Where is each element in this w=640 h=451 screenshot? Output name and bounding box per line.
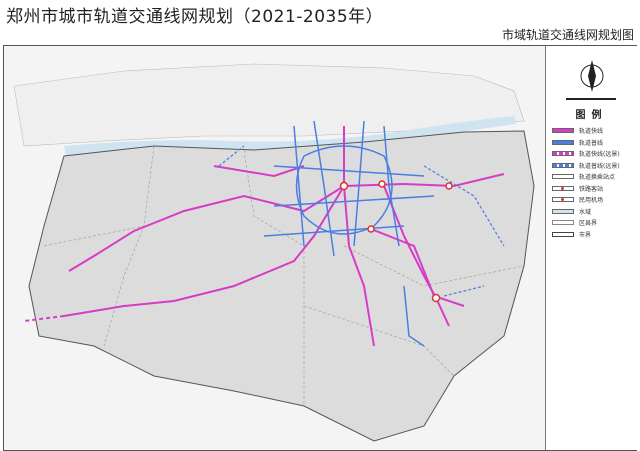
zhengzhou-city-area: [28, 130, 535, 442]
rail-stations: [339, 180, 453, 303]
railway-station-marker: [339, 181, 349, 191]
regular-lines: [263, 120, 435, 347]
legend-swatch: [552, 185, 574, 191]
legend-item: 轨道普线: [552, 138, 603, 147]
legend-label: 轨道普线(远景): [579, 162, 620, 170]
express-line-loop: [213, 165, 305, 178]
legend-label: 轨道快线: [579, 128, 604, 135]
legend-swatch: [552, 197, 574, 202]
express-line-southeast: [370, 228, 465, 307]
legend-label: 轨道普线: [579, 139, 604, 147]
express-lines: [63, 126, 505, 347]
scale-bar: [566, 98, 616, 100]
legend-label: 民用机场: [579, 197, 604, 204]
legend-label: 水域: [579, 208, 592, 216]
legend-swatch: [552, 220, 574, 225]
legend-label: 铁路客站: [579, 185, 604, 193]
page-title: 郑州市城市轨道交通线网规划（2021-2035年）: [6, 7, 384, 27]
legend-item: 区县界: [552, 218, 597, 227]
legend-label: 区县界: [579, 220, 598, 227]
legend-item: 轨道快线: [552, 126, 603, 135]
express-line-east: [343, 173, 505, 188]
legend-swatch: [552, 174, 574, 179]
map-frame: 图例 轨道快线轨道普线轨道快线(远景) 轨道普线(远景) 轨道换乘站点 铁路客站民用机…: [3, 45, 637, 451]
legend-item: 水域: [552, 207, 591, 216]
legend-item: 铁路客站: [552, 184, 603, 193]
legend-swatch: [552, 208, 574, 214]
railway-station-marker: [445, 182, 453, 190]
legend-item: 轨道快线(远景): [552, 149, 620, 158]
north-arrow-icon: [580, 60, 604, 92]
express-line-airport: [383, 185, 450, 327]
legend-label: 轨道快线(远景): [579, 151, 620, 158]
legend-item: 轨道普线(远景): [552, 161, 620, 170]
express-line-southwest: [63, 185, 345, 317]
legend-swatch: [552, 139, 574, 145]
legend-swatch: [552, 162, 574, 168]
map-subtitle: 市域轨道交通线网规划图: [501, 28, 634, 42]
legend-swatch: [552, 151, 574, 156]
legend-label: 市界: [579, 231, 592, 239]
legend-title: 图例: [575, 110, 608, 121]
map-canvas: [4, 46, 545, 450]
north-region: [13, 63, 525, 147]
legend-item: 民用机场: [552, 195, 603, 204]
express-line-south: [343, 185, 375, 347]
legend-item: 轨道换乘站点: [552, 172, 615, 181]
railway-station-marker: [378, 180, 386, 188]
legend-panel: 图例 轨道快线轨道普线轨道快线(远景) 轨道普线(远景) 轨道换乘站点 铁路客站民用机…: [545, 46, 637, 450]
legend-label: 轨道换乘站点: [579, 174, 616, 181]
legend-swatch: [552, 231, 574, 237]
airport-marker: [431, 293, 441, 303]
express-line-west: [68, 185, 345, 272]
legend-item: 市界: [552, 230, 591, 239]
railway-station-marker: [367, 225, 375, 233]
yellow-river: [64, 116, 516, 156]
legend-swatch: [552, 128, 574, 133]
